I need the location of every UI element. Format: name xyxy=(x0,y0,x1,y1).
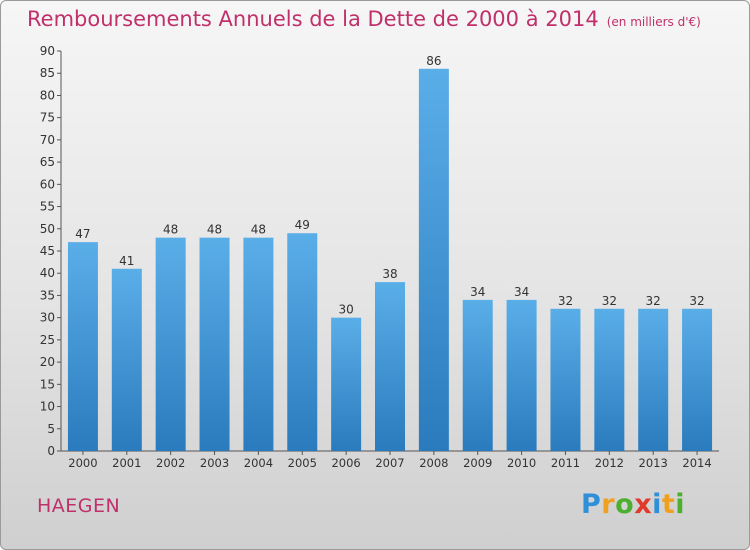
brand-logo-letter: o xyxy=(615,489,635,520)
bar xyxy=(418,68,449,452)
location-name: HAEGEN xyxy=(37,495,121,517)
brand-logo: Proxiti xyxy=(581,489,685,520)
bar-value-label: 32 xyxy=(602,294,617,308)
bar xyxy=(462,299,493,451)
bar xyxy=(287,233,318,451)
bar xyxy=(199,237,230,451)
brand-logo-letter: t xyxy=(661,489,676,520)
bar-value-label: 32 xyxy=(689,294,704,308)
bar-value-label: 32 xyxy=(646,294,661,308)
brand-logo-letter: r xyxy=(601,489,616,520)
bar-value-label: 47 xyxy=(75,227,90,241)
y-tick-label: 0 xyxy=(47,444,55,458)
bar-value-label: 32 xyxy=(558,294,573,308)
x-tick-label: 2003 xyxy=(200,456,229,470)
x-tick-label: 2004 xyxy=(244,456,273,470)
y-tick-label: 5 xyxy=(47,422,55,436)
bar xyxy=(331,317,362,451)
bar-value-label: 41 xyxy=(119,254,134,268)
bar xyxy=(67,242,98,451)
x-tick-label: 2013 xyxy=(639,456,668,470)
brand-logo-letter: P xyxy=(581,489,602,520)
bar xyxy=(638,308,669,451)
y-tick-label: 15 xyxy=(40,377,55,391)
bar xyxy=(155,237,186,451)
bar xyxy=(550,308,581,451)
bar xyxy=(682,308,713,451)
y-tick-label: 65 xyxy=(40,155,55,169)
x-tick-label: 2008 xyxy=(419,456,448,470)
x-tick-label: 2005 xyxy=(288,456,317,470)
x-tick-label: 2000 xyxy=(68,456,97,470)
brand-logo-letter: x xyxy=(634,489,653,520)
bar-value-label: 48 xyxy=(207,223,222,237)
bar xyxy=(243,237,274,451)
y-tick-label: 35 xyxy=(40,288,55,302)
y-tick-label: 70 xyxy=(40,133,55,147)
bar-value-label: 30 xyxy=(338,303,353,317)
chart-title-text: Remboursements Annuels de la Dette de 20… xyxy=(27,7,599,31)
bar xyxy=(111,268,142,451)
bar-value-label: 48 xyxy=(251,223,266,237)
bar xyxy=(375,282,405,451)
x-tick-label: 2002 xyxy=(156,456,185,470)
bar-value-label: 34 xyxy=(470,285,485,299)
y-tick-label: 50 xyxy=(40,222,55,236)
y-tick-label: 40 xyxy=(40,266,55,280)
y-tick-label: 80 xyxy=(40,88,55,102)
y-tick-label: 45 xyxy=(40,244,55,258)
bar-value-label: 48 xyxy=(163,223,178,237)
x-tick-label: 2006 xyxy=(331,456,360,470)
brand-logo-letter: i xyxy=(652,489,662,520)
y-tick-label: 10 xyxy=(40,400,55,414)
bar-value-label: 34 xyxy=(514,285,529,299)
x-tick-label: 2001 xyxy=(112,456,141,470)
y-tick-label: 75 xyxy=(40,111,55,125)
x-tick-label: 2007 xyxy=(375,456,404,470)
x-tick-label: 2009 xyxy=(463,456,492,470)
chart-title-unit: (en milliers d'€) xyxy=(606,15,701,29)
bar-value-label: 49 xyxy=(295,218,310,232)
y-tick-label: 20 xyxy=(40,355,55,369)
y-tick-label: 30 xyxy=(40,311,55,325)
x-tick-label: 2014 xyxy=(682,456,711,470)
bar-value-label: 38 xyxy=(382,267,397,281)
chart-title: Remboursements Annuels de la Dette de 20… xyxy=(27,7,701,31)
x-tick-label: 2010 xyxy=(507,456,536,470)
y-tick-label: 55 xyxy=(40,200,55,214)
brand-logo-letter: i xyxy=(675,489,686,520)
y-tick-label: 25 xyxy=(40,333,55,347)
x-tick-label: 2012 xyxy=(595,456,624,470)
bar-value-label: 86 xyxy=(426,54,441,68)
y-tick-label: 90 xyxy=(40,44,55,58)
bar xyxy=(594,308,625,451)
y-tick-label: 85 xyxy=(40,66,55,80)
y-tick-label: 60 xyxy=(40,177,55,191)
x-tick-label: 2011 xyxy=(551,456,580,470)
bar xyxy=(506,299,537,451)
